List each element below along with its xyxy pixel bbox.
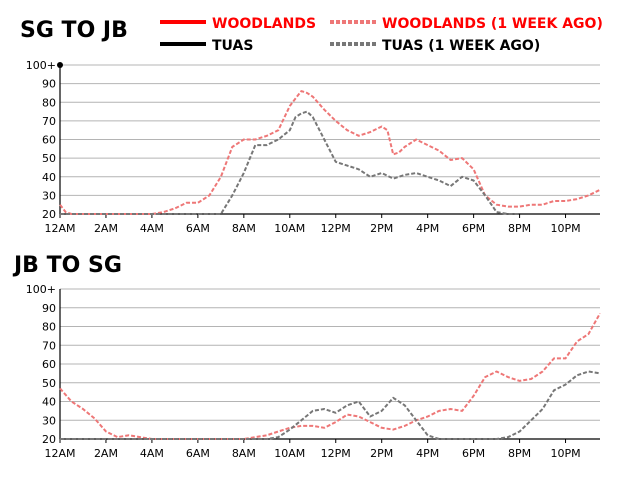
x-tick-label: 6PM [462,222,485,235]
x-tick-label: 8PM [508,447,531,460]
y-tick-label: 50 [42,377,56,390]
x-tick-label: 8PM [508,222,531,235]
y-tick-label: 80 [42,321,56,334]
legend-label-woodlands-1-week-ago: WOODLANDS (1 WEEK AGO) [382,16,603,32]
chart-panel-jb-to-sg: 20 30 40 50 60 70 80 90 100+ 12AM 2AM 4AM 6AM 8AM 10AM… [26,283,601,460]
y-tick-label: 50 [42,152,56,165]
y-tick-label: 30 [42,414,56,427]
x-tick-label: 4AM [140,447,164,460]
y-tick-label: 60 [42,358,56,371]
y-tick-label: 100+ [26,283,56,296]
x-tick-label: 4PM [416,222,439,235]
data-point-marker [57,62,63,68]
x-tick-label: 12PM [321,222,351,235]
x-tick-label: 2AM [94,447,118,460]
y-tick-label: 80 [42,96,56,109]
x-tick-label: 4AM [140,222,164,235]
x-tick-label: 10PM [550,447,580,460]
y-tick-label: 70 [42,339,56,352]
y-tick-label: 100+ [26,59,56,72]
chart-panel-sg-to-jb: 20 30 40 50 60 70 80 90 100+ 12AM 2AM 4AM 6AM 8AM 10AM… [26,59,601,235]
chart-title-jb-to-sg: JB TO SG [12,253,122,278]
y-tick-label: 20 [42,433,56,446]
y-tick-label: 60 [42,134,56,147]
y-tick-label: 70 [42,115,56,128]
x-tick-label: 4PM [416,447,439,460]
y-tick-label: 90 [42,78,56,91]
x-tick-label: 12PM [321,447,351,460]
y-tick-label: 30 [42,189,56,202]
x-tick-label: 6PM [462,447,485,460]
x-tick-label: 12AM [44,222,75,235]
x-tick-label: 10AM [274,222,305,235]
x-tick-label: 10AM [274,447,305,460]
x-tick-label: 8AM [232,222,256,235]
y-tick-label: 40 [42,396,56,409]
legend-label-tuas-1-week-ago: TUAS (1 WEEK AGO) [382,38,540,54]
y-tick-label: 40 [42,171,56,184]
x-tick-label: 8AM [232,447,256,460]
series-line-tuas-1-week-ago [60,370,601,440]
y-tick-label: 90 [42,302,56,315]
series-line-tuas-1-week-ago [60,110,520,215]
x-tick-label: 12AM [44,447,75,460]
legend-label-woodlands: WOODLANDS [212,16,316,32]
series-line-woodlands-1-week-ago [59,90,601,215]
legend-label-tuas: TUAS [212,38,253,54]
chart-title-sg-to-jb: SG TO JB [20,18,128,43]
x-tick-label: 6AM [186,222,210,235]
x-tick-label: 6AM [186,447,210,460]
x-tick-label: 2PM [370,447,393,460]
x-tick-label: 2PM [370,222,393,235]
x-tick-label: 2AM [94,222,118,235]
legend: WOODLANDS WOODLANDS (1 WEEK AGO) TUAS TU… [160,16,603,54]
x-tick-label: 10PM [550,222,580,235]
y-tick-label: 20 [42,208,56,221]
